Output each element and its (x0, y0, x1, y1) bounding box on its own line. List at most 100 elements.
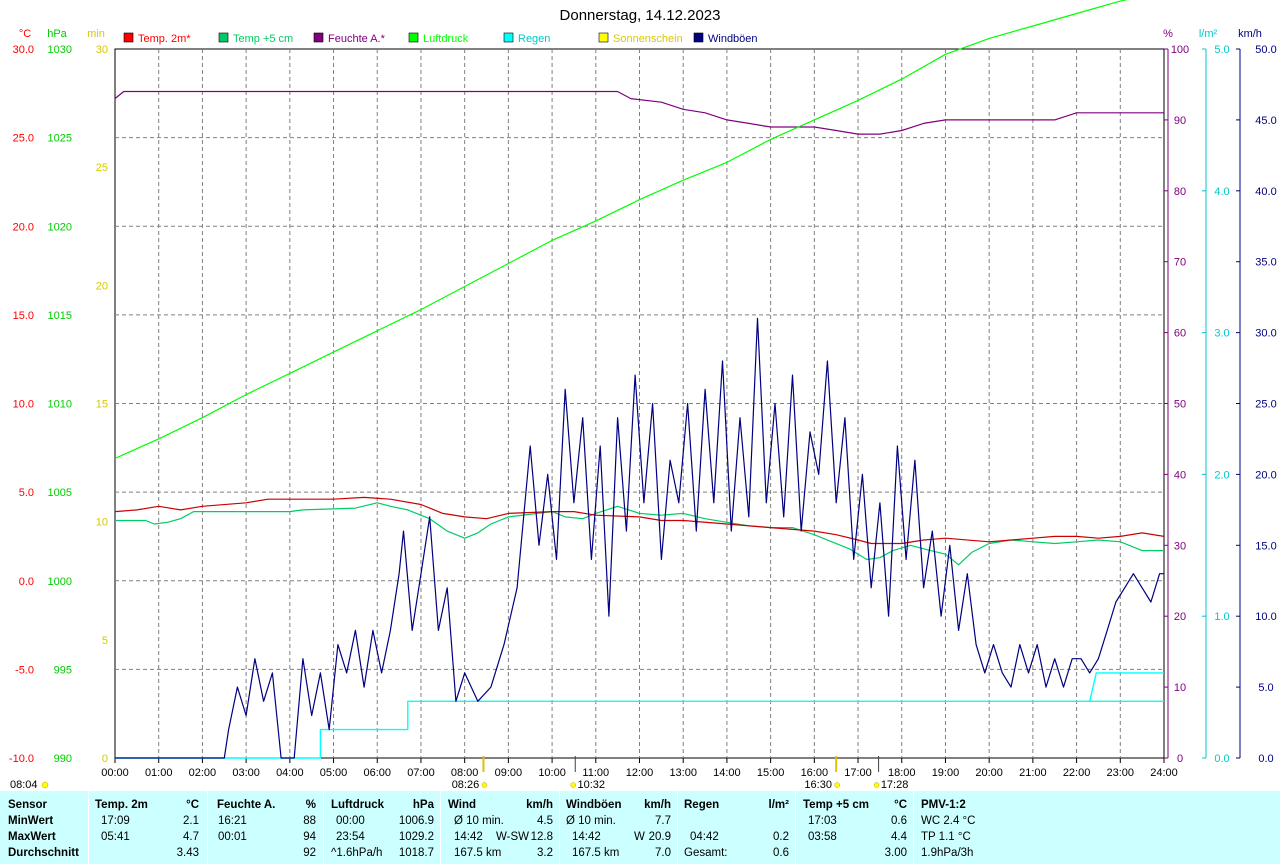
sun-icon (41, 781, 49, 789)
x-tick-label: 20:00 (975, 767, 1003, 779)
stats-boeen-min-value: 7.7 (655, 815, 671, 827)
tick-label-sunshine: 25 (96, 162, 108, 174)
x-tick-label: 13:00 (669, 767, 697, 779)
time-markers: 08:26 10:32 16:30 17:28 (452, 756, 908, 791)
stats-regen-header: Regen (684, 799, 720, 811)
legend-label: Temp +5 cm (233, 33, 293, 45)
stats-boeen-max-value: 20.9 (648, 831, 671, 843)
x-axis: 00:00 01:00 02:00 03:00 04:00 05:00 06:00 07:00… (10, 758, 1178, 791)
stats-temp2m-avg-value: 3.43 (176, 847, 199, 859)
tick-label-temp: 25.0 (13, 133, 34, 145)
tick-label-pressure: 1025 (48, 133, 72, 145)
stats-wind-distance: 167.5 km (454, 847, 502, 859)
stats-wind-max-time: 14:42 (454, 831, 483, 843)
stats-wind-block: Wind km/h Ø 10 min. 4.5 14:42 W-SW 12.8 … (441, 791, 559, 864)
stats-luftdruck-max-value: 1029.2 (398, 831, 434, 843)
stats-luftdruck-max-time: 23:54 (336, 831, 365, 843)
time-marker-label: 10:32 (577, 779, 605, 791)
tick-label-humidity: 80 (1174, 186, 1186, 198)
sun-icon (570, 782, 576, 788)
stats-wind-avg-value: 3.2 (537, 847, 553, 859)
stats-luftdruck-avg-value: 1018.7 (398, 847, 434, 859)
tick-label-pressure: 995 (54, 664, 72, 676)
stats-temp5cm-max-time: 03:58 (808, 831, 837, 843)
legend-swatch (503, 32, 514, 43)
stats-wind-max-value: 12.8 (530, 831, 553, 843)
sun-icon (834, 782, 840, 788)
legend-label: Temp. 2m* (138, 33, 191, 45)
tick-label-wind: 10.0 (1255, 611, 1276, 623)
x-tick-label: 18:00 (888, 767, 916, 779)
x-tick-label: 15:00 (757, 767, 785, 779)
stats-regen-unit: l/m² (768, 799, 789, 811)
tick-label-pressure: 990 (54, 753, 72, 765)
sunrise-corner-label: 08:04 (10, 779, 38, 791)
tick-label-temp: 5.0 (19, 487, 34, 499)
weather-chart: Donnerstag, 14.12.2023 Temp. 2m* Temp +5 … (9, 0, 1277, 791)
tick-label-rain: 1.0 (1214, 611, 1229, 623)
tick-label-temp: 10.0 (13, 399, 34, 411)
legend-swatch (313, 32, 324, 43)
tick-label-humidity: 60 (1174, 328, 1186, 340)
tick-label-rain: 4.0 (1214, 186, 1229, 198)
stats-temp5cm-min-value: 0.6 (891, 815, 907, 827)
stats-row-max: MaxWert (8, 831, 56, 843)
stats-temp2m-header: Temp. 2m (95, 799, 148, 811)
tick-label-humidity: 100 (1171, 44, 1189, 56)
stats-feuchte-avg-value: 92 (303, 847, 316, 859)
tick-label-pressure: 1015 (48, 310, 72, 322)
stats-regen-max-value: 0.2 (773, 831, 789, 843)
stats-separator (913, 791, 914, 864)
tick-label-temp: 30.0 (13, 44, 34, 56)
x-tick-label: 07:00 (407, 767, 435, 779)
stats-temp2m-max-value: 4.7 (183, 831, 199, 843)
chart-grid (115, 49, 1164, 758)
stats-boeen-block: Windböen km/h Ø 10 min. 7.7 14:42 W 20.9… (560, 791, 677, 864)
tick-label-rain: 5.0 (1214, 44, 1229, 56)
stats-temp5cm-unit: °C (894, 799, 907, 811)
stats-temp2m-min-value: 2.1 (183, 815, 199, 827)
tick-label-sunshine: 30 (96, 44, 108, 56)
series-temp2m (114, 496, 1165, 545)
stats-temp5cm-max-value: 4.4 (891, 831, 907, 843)
stats-luftdruck-min-value: 1006.9 (398, 815, 434, 827)
tick-label-humidity: 0 (1177, 753, 1183, 765)
x-tick-label: 21:00 (1019, 767, 1047, 779)
x-tick-label: 11:00 (582, 767, 609, 779)
x-tick-label: 17:00 (844, 767, 872, 779)
tick-label-humidity: 20 (1174, 611, 1186, 623)
chart-legend: Temp. 2m* Temp +5 cm Feuchte A.* Luftdruck R… (123, 32, 758, 45)
stats-temp2m-block: Temp. 2m °C 17:09 2.1 05:41 4.7 3.43 (89, 791, 207, 864)
stats-boeen-avg-value: 7.0 (655, 847, 671, 859)
stats-wind-min-value: 4.5 (537, 815, 553, 827)
legend-swatch (598, 32, 609, 43)
tick-label-humidity: 40 (1174, 469, 1186, 481)
tick-label-wind: 50.0 (1255, 44, 1276, 56)
legend-label: Luftdruck (423, 33, 469, 45)
x-tick-label: 00:00 (101, 767, 129, 779)
stats-separator (207, 791, 208, 864)
x-tick-label: 22:00 (1063, 767, 1091, 779)
sun-icon (873, 782, 880, 788)
tick-label-wind: 45.0 (1255, 115, 1276, 127)
time-marker-label: 08:26 (452, 779, 480, 791)
tick-label-wind: 20.0 (1255, 469, 1276, 481)
stats-temp5cm-header: Temp +5 cm (803, 799, 869, 811)
stats-luftdruck-header: Luftdruck (331, 799, 385, 811)
stats-regen-block: Regen l/m² 04:42 0.2 Gesamt: 0.6 (678, 791, 795, 864)
stats-separator (323, 791, 324, 864)
x-tick-label: 23:00 (1107, 767, 1135, 779)
stats-regen-total-label: Gesamt: (684, 847, 728, 859)
stats-boeen-unit: km/h (644, 799, 671, 811)
stats-luftdruck-trend: ^1.6hPa/h (331, 847, 383, 859)
stats-boeen-header: Windböen (566, 799, 622, 811)
stats-pmv-dewpoint: TP 1.1 °C (921, 831, 971, 843)
x-tick-label: 01:00 (145, 767, 173, 779)
stats-feuchte-header: Feuchte A. (217, 799, 276, 811)
stats-regen-max-time: 04:42 (690, 831, 719, 843)
stats-regen-total-value: 0.6 (773, 847, 789, 859)
x-tick-label: 19:00 (932, 767, 960, 779)
tick-label-rain: 0.0 (1214, 753, 1229, 765)
stats-wind-header: Wind (448, 799, 476, 811)
tick-label-sunshine: 20 (96, 280, 108, 292)
